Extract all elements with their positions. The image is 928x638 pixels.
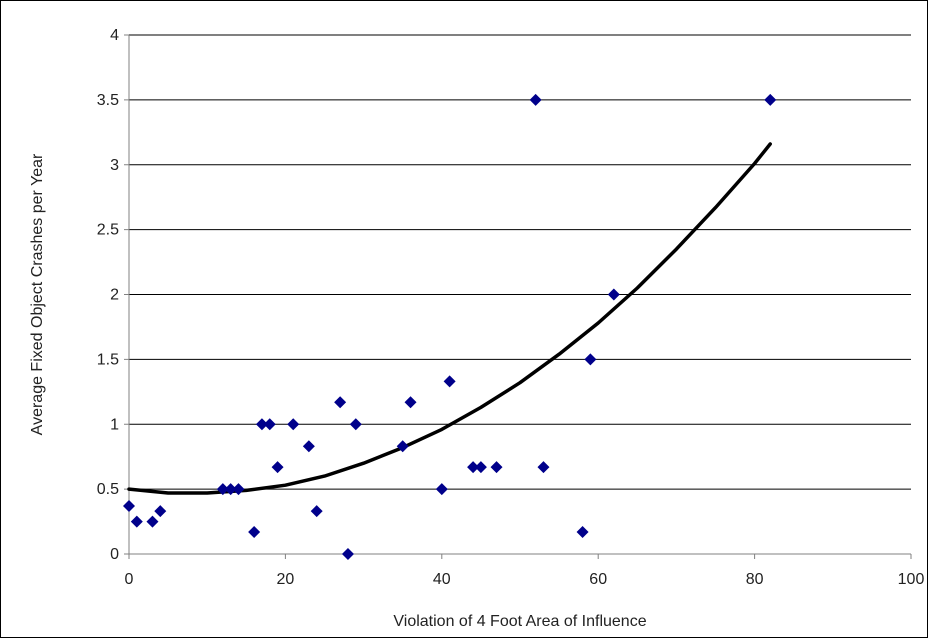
data-point <box>271 461 284 474</box>
data-point <box>467 461 480 474</box>
data-point <box>349 418 362 431</box>
x-tick-label: 80 <box>746 571 764 588</box>
data-point <box>154 505 167 518</box>
data-point <box>584 353 597 366</box>
x-tick-label: 0 <box>125 571 134 588</box>
data-point <box>232 483 245 496</box>
data-point <box>474 461 487 474</box>
data-point <box>310 505 323 518</box>
data-point <box>490 461 503 474</box>
y-tick-label: 2.5 <box>97 222 119 239</box>
y-tick-label: 0.5 <box>97 481 119 498</box>
data-point <box>216 483 229 496</box>
gridlines <box>129 34 911 490</box>
data-point <box>576 525 589 538</box>
y-axis-title: Average Fixed Object Crashes per Year <box>29 153 46 435</box>
data-point <box>302 440 315 453</box>
y-tick-label: 1.5 <box>97 351 119 368</box>
x-tick-label: 100 <box>898 571 925 588</box>
data-points <box>123 93 777 560</box>
tick-labels: 00.511.522.533.540 20 40 60 80 100 <box>97 27 925 588</box>
data-point <box>248 525 261 538</box>
y-tick-label: 1 <box>110 416 119 433</box>
data-point <box>396 440 409 453</box>
x-axis-title: Violation of 4 Foot Area of Influence <box>393 613 646 630</box>
y-tick-label: 4 <box>110 27 119 44</box>
y-tick-label: 3.5 <box>97 92 119 109</box>
x-tick-label: 40 <box>433 571 451 588</box>
data-point <box>764 93 777 106</box>
data-point <box>341 548 354 560</box>
data-point <box>224 483 237 496</box>
y-tick-label: 2 <box>110 287 119 304</box>
data-point <box>537 461 550 474</box>
trendline-group <box>127 142 772 495</box>
x-tick-label: 60 <box>589 571 607 588</box>
data-point <box>123 499 135 512</box>
trendline <box>127 142 772 495</box>
data-point <box>607 288 620 301</box>
data-point <box>404 396 417 409</box>
data-point <box>435 483 448 496</box>
y-tick-label: 3 <box>110 157 119 174</box>
data-point <box>130 515 143 528</box>
x-tick-label: 20 <box>277 571 295 588</box>
tick-marks <box>124 34 912 559</box>
data-point <box>255 418 268 431</box>
data-point <box>146 515 159 528</box>
data-point <box>529 93 542 106</box>
data-point <box>443 375 456 388</box>
data-point <box>263 418 276 431</box>
data-point <box>334 396 347 409</box>
y-tick-label: 0 <box>110 546 119 563</box>
data-point <box>287 418 300 431</box>
